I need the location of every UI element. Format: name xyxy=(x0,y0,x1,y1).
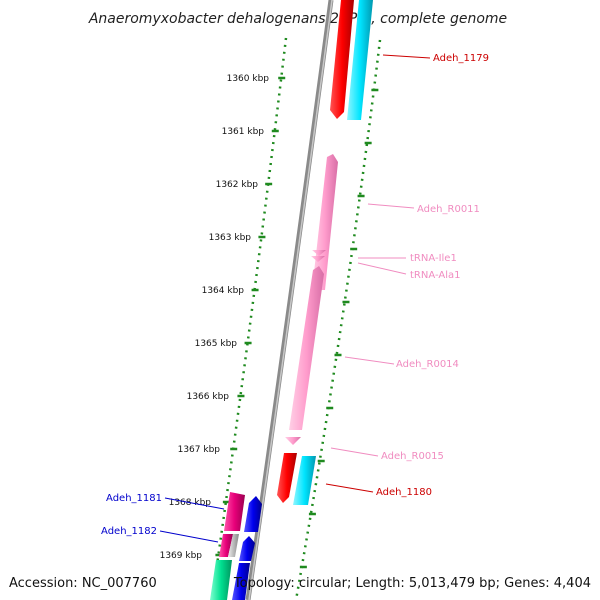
feature-trna-ile1[interactable] xyxy=(312,250,326,256)
tick-label-1360: 1360 kbp xyxy=(227,74,270,84)
feature-adeh-1182-magenta[interactable] xyxy=(219,534,233,557)
leader-adeh-r0014 xyxy=(344,356,395,365)
feature-adeh-r0015[interactable] xyxy=(285,437,301,445)
tick-label-1364: 1364 kbp xyxy=(202,286,245,296)
leader-adeh-1180 xyxy=(325,483,374,493)
feature-adeh-1181-magenta[interactable] xyxy=(224,492,245,531)
feature-adeh-r0014[interactable] xyxy=(289,266,324,430)
label-adeh-r0011[interactable]: Adeh_R0011 xyxy=(417,204,480,215)
tick-label-1362: 1362 kbp xyxy=(216,180,259,190)
tick-label-1363: 1363 kbp xyxy=(209,233,252,243)
feature-adeh-1179-cyan[interactable] xyxy=(347,0,373,120)
leader-adeh-1179 xyxy=(382,54,431,59)
leader-lines xyxy=(159,54,431,543)
tick-label-1369: 1369 kbp xyxy=(160,551,203,561)
feature-adeh-1182-gray[interactable] xyxy=(228,534,239,557)
backbone-highlight xyxy=(248,0,333,600)
ruler-ticks-right xyxy=(299,88,379,569)
label-trna-ile1[interactable]: tRNA-Ile1 xyxy=(410,253,457,264)
leader-adeh-r0011 xyxy=(367,203,415,209)
tick-label-1365: 1365 kbp xyxy=(195,339,238,349)
label-adeh-1181[interactable]: Adeh_1181 xyxy=(106,493,162,504)
label-adeh-1179[interactable]: Adeh_1179 xyxy=(433,53,489,64)
kbp-tick-labels: 1360 kbp 1361 kbp 1362 kbp 1363 kbp 1364… xyxy=(160,74,270,561)
topology-text: Topology: circular; Length: 5,013,479 bp… xyxy=(233,576,591,591)
ruler-tracks xyxy=(210,37,382,600)
leader-adeh-r0015 xyxy=(330,447,379,457)
label-adeh-r0015[interactable]: Adeh_R0015 xyxy=(381,451,444,462)
feature-adeh-1180-cyan[interactable] xyxy=(293,456,316,505)
feature-bottom-blue-1[interactable] xyxy=(239,536,255,561)
left-ruler-dotted xyxy=(210,37,288,600)
feature-adeh-1181-blue[interactable] xyxy=(244,496,262,532)
feature-bottom-green[interactable] xyxy=(210,560,232,600)
feature-adeh-1179-red[interactable] xyxy=(330,0,354,119)
leader-adeh-1181 xyxy=(164,497,225,510)
feature-labels: Adeh_1179 Adeh_R0011 tRNA-Ile1 tRNA-Ala1… xyxy=(101,53,489,537)
label-trna-ala1[interactable]: tRNA-Ala1 xyxy=(410,270,460,281)
map-title: Anaeromyxobacter dehalogenans 2CP-C, com… xyxy=(88,11,507,27)
leader-trna-ala1 xyxy=(357,262,407,275)
tick-label-1366: 1366 kbp xyxy=(187,392,230,402)
feature-adeh-1180-red[interactable] xyxy=(277,453,297,503)
label-adeh-r0014[interactable]: Adeh_R0014 xyxy=(396,359,459,370)
label-adeh-1182[interactable]: Adeh_1182 xyxy=(101,526,157,537)
feature-bottom-blue-2[interactable] xyxy=(232,563,250,600)
tick-label-1367: 1367 kbp xyxy=(178,445,221,455)
accession-text: Accession: NC_007760 xyxy=(9,576,157,591)
leader-adeh-1182 xyxy=(159,530,219,543)
tick-label-1361: 1361 kbp xyxy=(222,127,265,137)
feature-trna-ala1[interactable] xyxy=(311,256,325,262)
label-adeh-1180[interactable]: Adeh_1180 xyxy=(376,487,432,498)
features xyxy=(210,0,373,600)
